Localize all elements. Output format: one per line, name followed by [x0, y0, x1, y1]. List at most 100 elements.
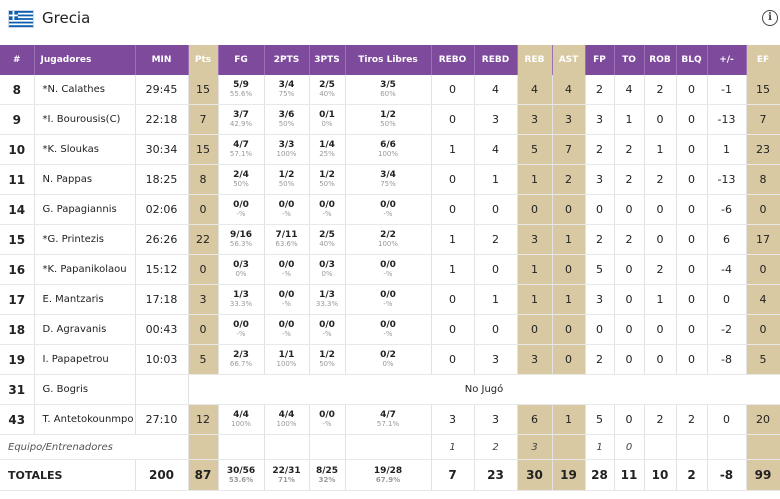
player-ft: 0/0 -%	[345, 254, 432, 285]
col-rebd[interactable]: REBD	[474, 45, 518, 75]
player-2pts-value: 1/1	[278, 350, 295, 360]
player-min: 02:06	[135, 194, 189, 225]
player-3pts-value: 1/4	[319, 140, 335, 150]
player-rebd: 3	[474, 344, 518, 375]
player-name[interactable]: T. Antetokounmpo	[34, 404, 136, 435]
team-header: Grecia i	[0, 0, 780, 40]
player-min: 00:43	[135, 314, 189, 345]
player-rebo: 1	[431, 254, 475, 285]
player-pts: 0	[188, 314, 219, 345]
player-ef: 0	[746, 314, 780, 345]
player-ft: 0/0 -%	[345, 314, 432, 345]
col-rebo[interactable]: REBO	[431, 45, 475, 75]
info-icon[interactable]: i	[762, 10, 778, 26]
player-plusminus: -2	[707, 314, 747, 345]
player-2pts-pct: 50%	[278, 120, 295, 128]
col-min[interactable]: MIN	[135, 45, 189, 75]
col-ef[interactable]: EF	[746, 45, 780, 75]
player-ft: 3/5 60%	[345, 75, 432, 105]
col-to[interactable]: TO	[614, 45, 645, 75]
player-3pts-pct: -%	[322, 420, 332, 428]
player-name[interactable]: *I. Bourousis(C)	[34, 104, 136, 135]
player-3pts: 0/0 -%	[309, 404, 346, 435]
player-reb: 1	[517, 164, 553, 195]
player-ast: 2	[552, 164, 586, 195]
player-row: 9 *I. Bourousis(C) 22:18 7 3/7 42.9% 3/6 50% 0/1…	[0, 104, 780, 135]
col-fg[interactable]: FG	[218, 45, 265, 75]
player-ft-value: 0/0	[380, 200, 396, 210]
player-2pts-pct: 100%	[276, 420, 297, 428]
player-fp: 5	[585, 404, 615, 435]
player-fg-value: 9/16	[229, 230, 253, 240]
player-min: 10:03	[135, 344, 189, 375]
player-2pts-pct: -%	[281, 330, 292, 338]
player-fg-value: 0/0	[233, 200, 249, 210]
player-blq: 0	[676, 75, 708, 105]
team-name: Grecia	[42, 9, 91, 27]
player-name[interactable]: I. Papapetrou	[34, 344, 136, 375]
player-rebd: 0	[474, 194, 518, 225]
player-2pts: 0/0 -%	[264, 314, 310, 345]
player-ft-pct: 50%	[380, 120, 396, 128]
greece-flag-icon	[8, 10, 34, 28]
player-2pts: 3/6 50%	[264, 104, 310, 135]
player-blq: 0	[676, 314, 708, 345]
col-blq[interactable]: BLQ	[676, 45, 708, 75]
player-row: 14 G. Papagiannis 02:06 0 0/0 -% 0/0 -% 0/0 -% 0/0…	[0, 194, 780, 225]
player-name[interactable]: E. Mantzaris	[34, 284, 136, 315]
player-ef: 15	[746, 75, 780, 105]
col-3pts[interactable]: 3PTS	[309, 45, 346, 75]
player-3pts-pct: -%	[322, 210, 332, 218]
player-row: 18 D. Agravanis 00:43 0 0/0 -% 0/0 -% 0/0 -% 0/0 -%…	[0, 314, 780, 345]
player-row: 19 I. Papapetrou 10:03 5 2/3 66.7% 1/1 100% 1/2 5…	[0, 344, 780, 375]
player-name[interactable]: N. Pappas	[34, 164, 136, 195]
player-ft: 0/0 -%	[345, 194, 432, 225]
player-name[interactable]: *G. Printezis	[34, 224, 136, 255]
player-fg-pct: 100%	[230, 420, 251, 428]
player-fp: 2	[585, 344, 615, 375]
player-min: 17:18	[135, 284, 189, 315]
player-3pts-pct: 0%	[321, 270, 333, 278]
player-ast: 7	[552, 134, 586, 165]
player-blq: 0	[676, 104, 708, 135]
col-ast[interactable]: AST	[552, 45, 586, 75]
player-reb: 1	[517, 284, 553, 315]
player-ef: 20	[746, 404, 780, 435]
player-name[interactable]: G. Papagiannis	[34, 194, 136, 225]
col-plusminus[interactable]: +/-	[707, 45, 747, 75]
player-min: 30:34	[135, 134, 189, 165]
col-ft[interactable]: Tiros Libres	[345, 45, 432, 75]
player-to: 0	[614, 284, 645, 315]
player-ft-value: 1/2	[380, 110, 396, 120]
col-2pts[interactable]: 2PTS	[264, 45, 310, 75]
player-fg-pct: 0%	[235, 270, 247, 278]
player-rebd: 4	[474, 134, 518, 165]
player-plusminus: 6	[707, 224, 747, 255]
player-2pts: 1/2 50%	[264, 164, 310, 195]
player-3pts-value: 0/0	[319, 320, 335, 330]
col-num[interactable]: #	[0, 45, 35, 75]
staff-reb: 3	[517, 434, 553, 460]
player-blq: 0	[676, 344, 708, 375]
player-rob: 0	[644, 344, 677, 375]
player-name[interactable]: G. Bogris	[34, 374, 136, 405]
player-ft: 2/2 100%	[345, 224, 432, 255]
player-fp: 0	[585, 314, 615, 345]
col-reb[interactable]: REB	[517, 45, 553, 75]
player-2pts: 0/0 -%	[264, 194, 310, 225]
player-ast: 1	[552, 284, 586, 315]
col-fp[interactable]: FP	[585, 45, 615, 75]
player-name[interactable]: *N. Calathes	[34, 75, 136, 105]
player-name[interactable]: *K. Sloukas	[34, 134, 136, 165]
player-to: 0	[614, 344, 645, 375]
col-pts[interactable]: Pts	[188, 45, 219, 75]
player-blq: 0	[676, 134, 708, 165]
col-rob[interactable]: ROB	[644, 45, 677, 75]
box-score-table: # Jugadores MIN Pts FG 2PTS 3PTS Tiros L…	[0, 45, 780, 491]
col-player[interactable]: Jugadores	[34, 45, 136, 75]
totals-2pts-value: 22/31	[272, 465, 301, 476]
player-name[interactable]: D. Agravanis	[34, 314, 136, 345]
player-3pts-value: 2/5	[319, 80, 335, 90]
player-name[interactable]: *K. Papanikolaou	[34, 254, 136, 285]
player-3pts: 1/2 50%	[309, 164, 346, 195]
